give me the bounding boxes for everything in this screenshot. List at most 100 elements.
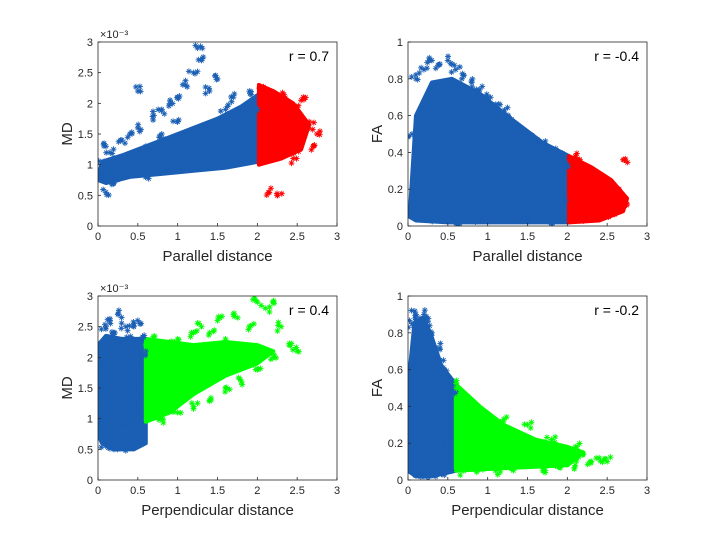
y-axis-label: MD (59, 122, 76, 145)
dense-region-below-threshold (98, 333, 148, 452)
data-point (536, 441, 542, 448)
data-point (622, 197, 629, 204)
data-point (413, 167, 420, 174)
data-point (217, 108, 224, 115)
data-point (578, 169, 585, 176)
data-point (424, 59, 431, 66)
data-point (607, 454, 614, 461)
data-point (426, 332, 433, 339)
data-point (608, 184, 615, 191)
data-point (259, 140, 266, 147)
data-point (524, 215, 531, 222)
data-point (616, 186, 623, 193)
y-tick-label: 1 (397, 37, 403, 49)
data-point (150, 335, 157, 342)
data-point (436, 345, 443, 352)
data-point (262, 137, 269, 144)
data-point (494, 424, 501, 431)
data-point (611, 211, 618, 218)
data-point (515, 178, 522, 185)
data-point (222, 338, 229, 345)
data-point (576, 440, 583, 447)
data-point (98, 161, 105, 168)
data-point (222, 388, 229, 395)
x-tick-label: 0 (95, 485, 101, 497)
y-tick-label: 0.5 (78, 190, 93, 202)
data-point (408, 402, 413, 409)
data-point (108, 393, 115, 400)
data-point (602, 456, 609, 463)
data-point (451, 62, 458, 69)
data-point (272, 98, 279, 105)
data-point (130, 318, 137, 325)
data-point (482, 422, 489, 429)
data-point (150, 116, 157, 123)
data-point (432, 65, 439, 72)
data-point (540, 187, 547, 194)
x-tick-label: 1.5 (210, 231, 225, 243)
data-point (479, 414, 486, 421)
data-point (184, 161, 191, 168)
point-cloud (98, 42, 323, 199)
data-point (595, 173, 602, 180)
data-point (114, 338, 121, 345)
data-point (445, 438, 452, 445)
data-point (162, 387, 169, 394)
data-point (162, 165, 169, 172)
data-point (420, 388, 427, 395)
data-point (98, 172, 105, 179)
data-point (476, 128, 483, 135)
data-point (139, 170, 146, 177)
data-point (179, 81, 186, 88)
data-point (436, 61, 443, 68)
data-point (158, 107, 165, 114)
data-point (253, 297, 260, 304)
y-tick-label: 2.5 (78, 322, 93, 334)
data-point (120, 445, 127, 452)
data-point (210, 145, 217, 152)
data-point (576, 156, 583, 163)
data-point (573, 150, 580, 157)
point-cloud (408, 53, 631, 226)
data-point (170, 339, 177, 346)
data-point (193, 327, 200, 334)
data-point (485, 417, 492, 424)
data-point (231, 310, 238, 317)
data-point (118, 378, 125, 385)
data-point (563, 164, 570, 171)
data-point (451, 218, 458, 225)
data-point (593, 455, 600, 462)
data-point (228, 98, 235, 105)
data-point (302, 128, 309, 135)
panel-fa-vs-parallel: 0 0.5 1 1.5 2 2.5 3 0 0.2 0.4 0.6 0.8 1 Parallel dist… (369, 37, 650, 265)
data-point (605, 213, 612, 220)
data-point (216, 314, 223, 321)
data-point (118, 314, 125, 321)
data-point (617, 192, 624, 199)
data-point (119, 410, 126, 417)
data-point (274, 327, 281, 334)
x-tick-label: 0 (405, 231, 411, 243)
data-point (226, 120, 233, 127)
data-point (118, 342, 125, 349)
data-point (424, 385, 431, 391)
data-point (573, 443, 580, 450)
data-point (447, 125, 454, 132)
data-point (174, 94, 181, 101)
data-point (223, 384, 230, 391)
data-point (115, 382, 122, 389)
data-point (270, 100, 277, 107)
data-point (411, 308, 418, 315)
data-point (251, 296, 258, 301)
data-point (152, 340, 159, 347)
data-point (412, 318, 419, 325)
data-point (238, 143, 245, 150)
data-point (497, 468, 504, 475)
data-point (117, 137, 124, 144)
data-point (565, 456, 572, 463)
data-point (590, 205, 597, 212)
data-point (582, 209, 589, 216)
data-point (118, 325, 125, 332)
data-point (444, 467, 451, 474)
data-point (432, 421, 439, 428)
